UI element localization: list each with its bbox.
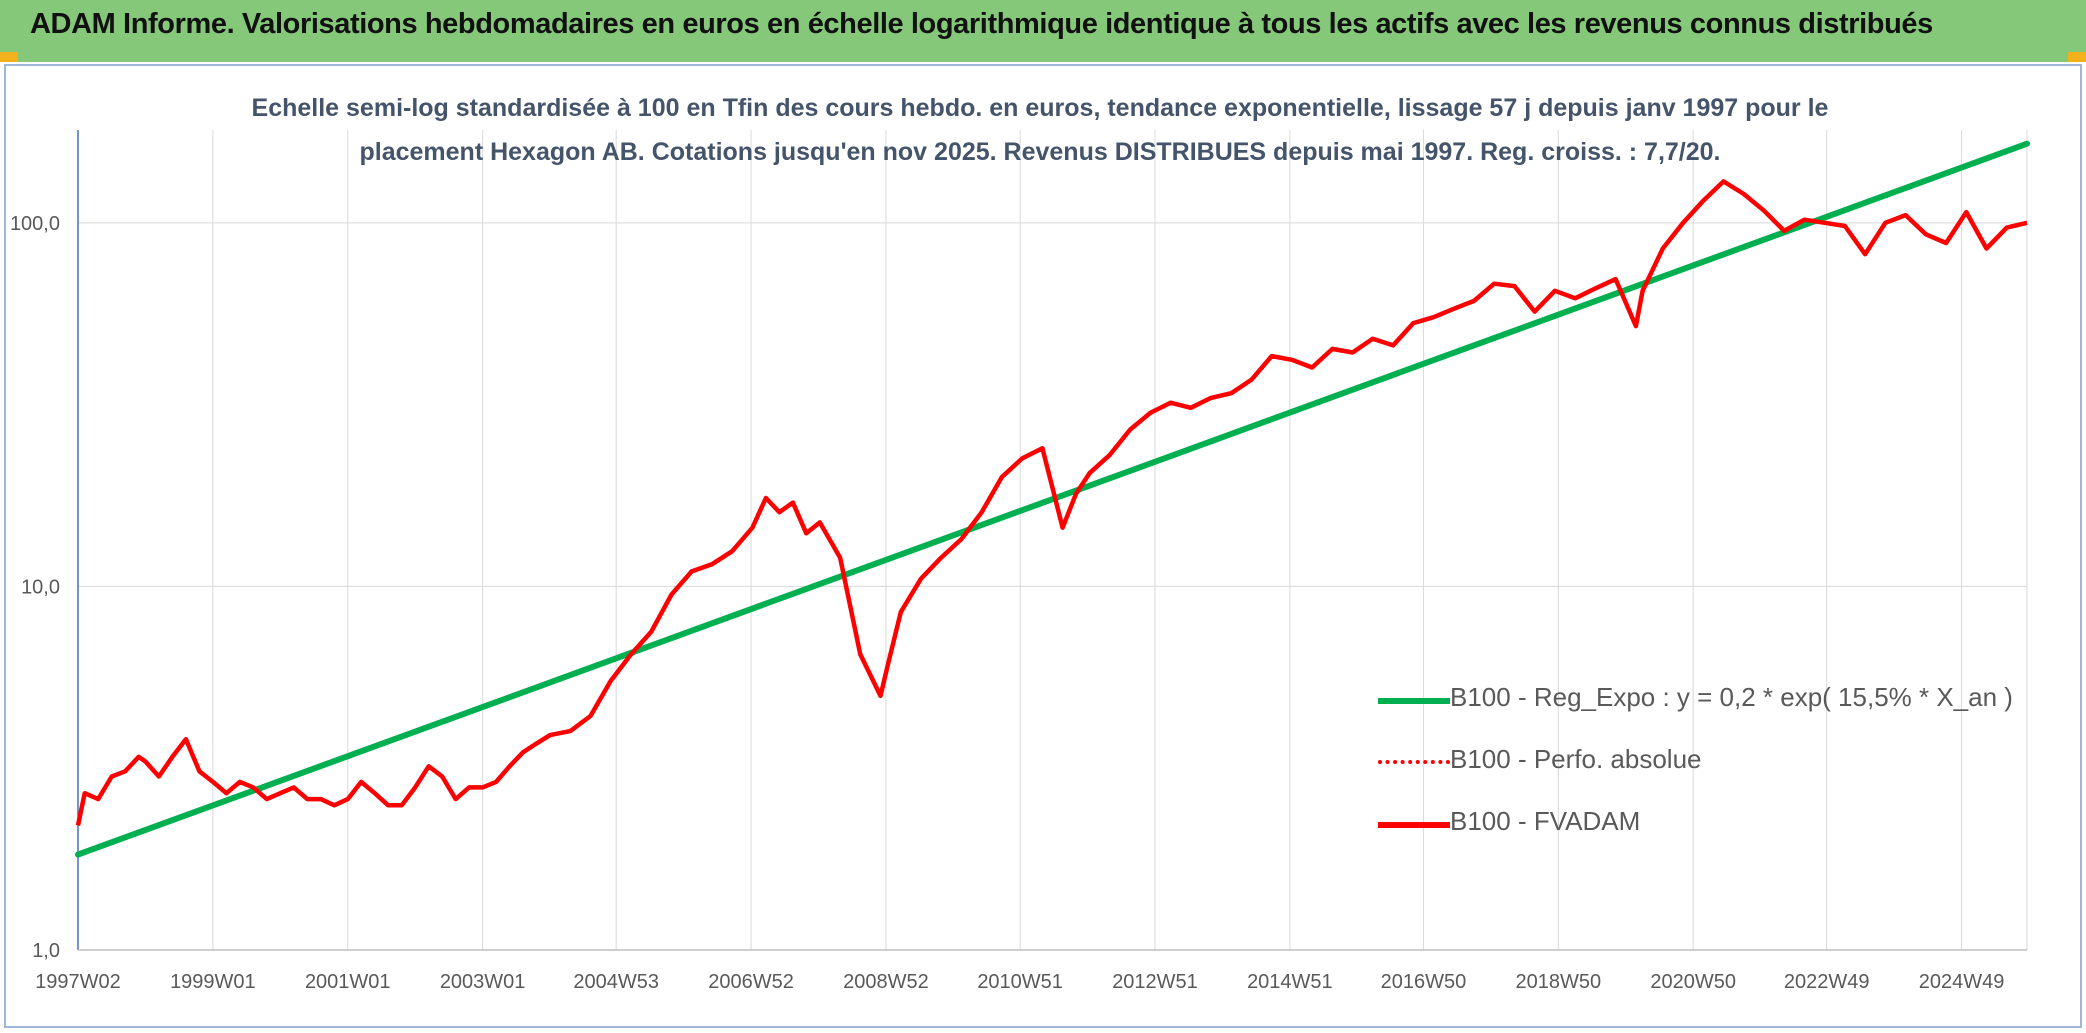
x-tick-label: 2020W50 — [1650, 971, 1736, 993]
x-tick-label: 2022W49 — [1784, 971, 1870, 993]
x-tick-label: 2003W01 — [440, 971, 526, 993]
x-tick-label: 1999W01 — [170, 971, 256, 993]
x-tick-label: 2014W51 — [1247, 971, 1333, 993]
x-tick-label: 2024W49 — [1919, 971, 2005, 993]
corner-marker-left — [0, 52, 18, 62]
chart-title: Echelle semi-log standardisée à 100 en T… — [251, 94, 1829, 166]
report-title: ADAM Informe. Valorisations hebdomadaire… — [30, 8, 1933, 40]
series-line-fvadam — [75, 179, 2028, 826]
x-tick-label: 2012W51 — [1112, 971, 1198, 993]
legend-label-regression: B100 - Reg_Expo : y = 0,2 * exp( 15,5% *… — [1450, 682, 2013, 712]
legend-swatch-fvadam — [1378, 822, 1450, 828]
legend-label-perfo: B100 - Perfo. absolue — [1450, 744, 1702, 774]
chart-frame — [4, 64, 2082, 1028]
x-tick-label: 2016W50 — [1381, 971, 1467, 993]
y-tick-label: 100,0 — [10, 213, 60, 235]
legend-swatch-perfo — [1378, 760, 1450, 764]
x-tick-label: 1997W02 — [35, 971, 121, 993]
legend-swatch-regression — [1378, 698, 1450, 704]
x-tick-label: 2018W50 — [1515, 971, 1601, 993]
corner-marker-right — [2068, 52, 2086, 62]
x-tick-label: 2004W53 — [573, 971, 659, 993]
x-tick-label: 2006W52 — [708, 971, 794, 993]
x-tick-label: 2001W01 — [305, 971, 391, 993]
y-tick-label: 1,0 — [32, 940, 60, 962]
series-line-regression — [75, 140, 2030, 858]
x-tick-label: 2010W51 — [977, 971, 1063, 993]
report-banner — [0, 0, 2086, 62]
x-tick-label: 2008W52 — [843, 971, 929, 993]
legend-label-fvadam: B100 - FVADAM — [1450, 806, 1641, 836]
y-tick-label: 10,0 — [21, 576, 60, 598]
